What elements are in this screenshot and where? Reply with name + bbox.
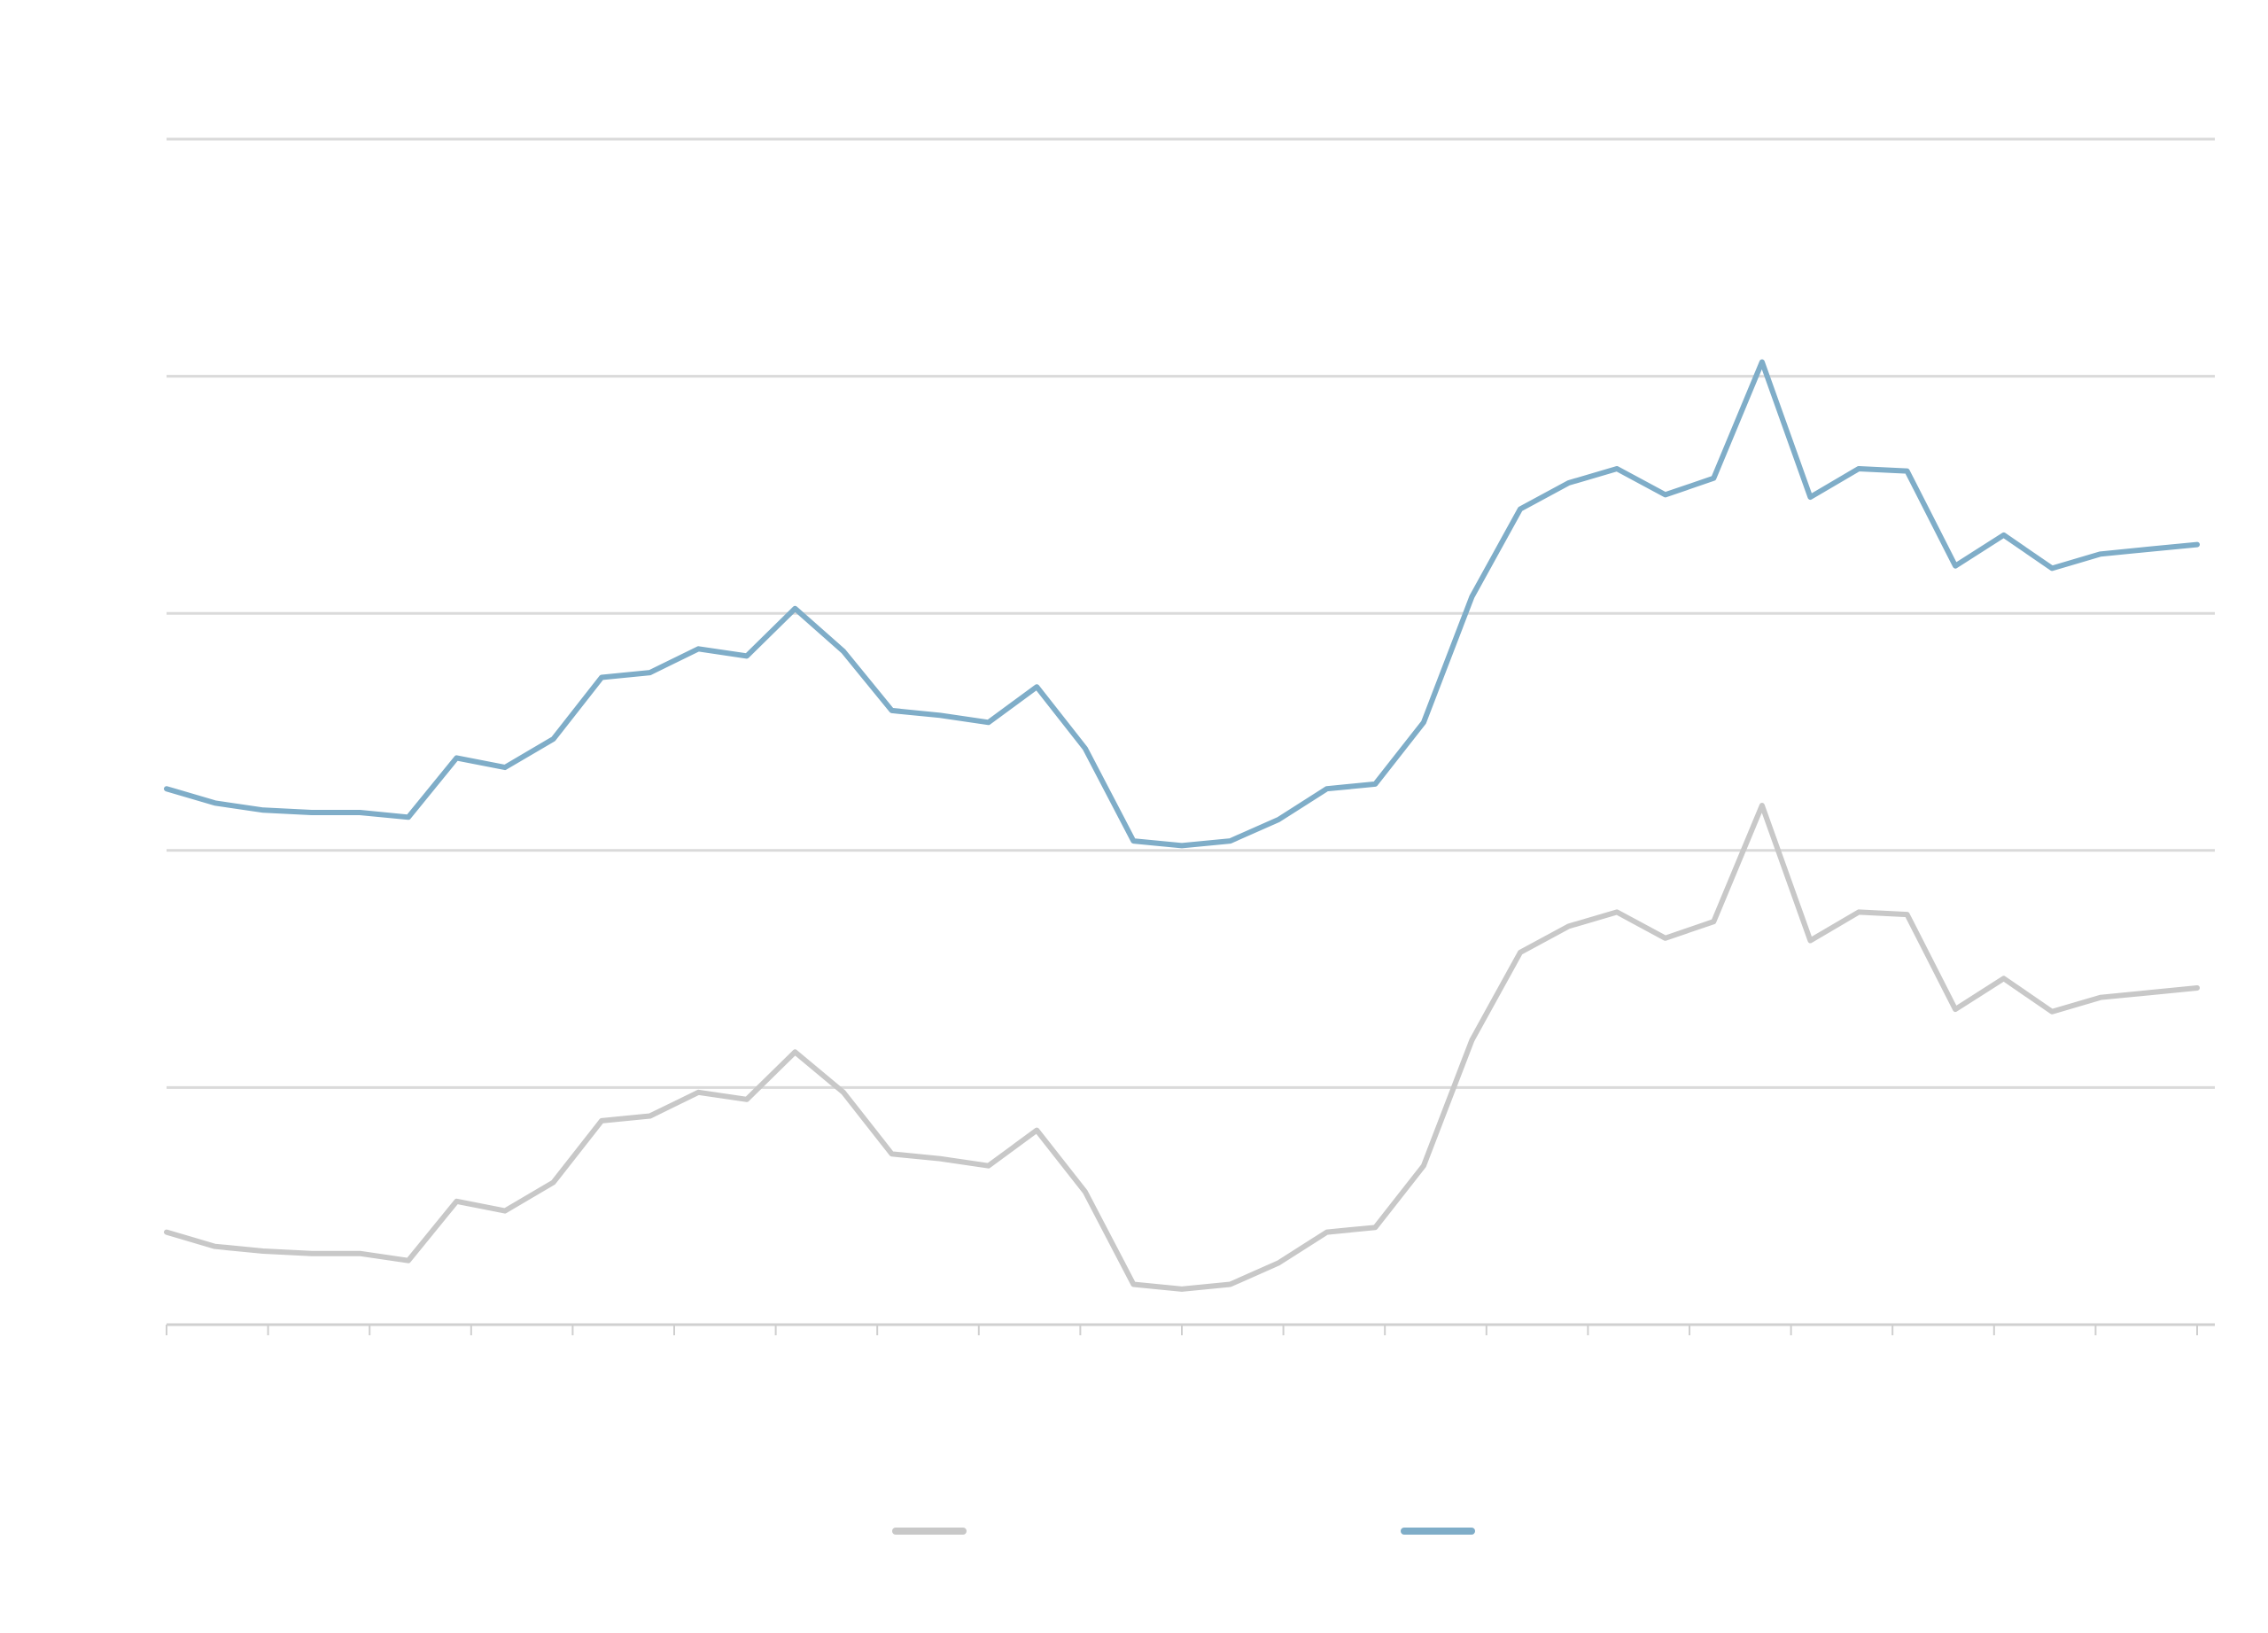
series-line-0 [164,803,2200,1292]
series-lines [164,359,2200,1292]
gridlines [167,137,2215,1089]
series-line-1 [164,359,2200,849]
x-axis [166,1323,2215,1335]
